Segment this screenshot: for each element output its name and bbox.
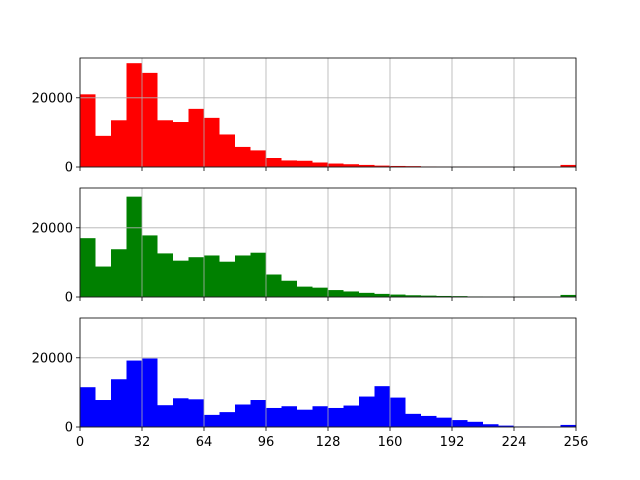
green-channel-bar [405, 295, 421, 297]
green-channel-bar [111, 249, 127, 297]
green-channel-bar [173, 260, 189, 297]
red-channel-bar [80, 94, 96, 167]
blue-channel-bar [390, 397, 406, 427]
red-channel-bar [405, 166, 421, 167]
green-channel-bar [328, 290, 344, 297]
green-channel-bar [312, 287, 328, 297]
blue-channel-bar [328, 407, 344, 427]
red-channel-bar [126, 63, 142, 167]
green-channel-bar [452, 296, 468, 297]
blue-channel-bar [467, 421, 483, 427]
green-channel-bar [281, 280, 297, 297]
y-tick-label: 20000 [32, 351, 73, 366]
red-channel-bar [390, 165, 406, 167]
y-tick-label: 20000 [32, 91, 73, 106]
red-channel-bar [157, 120, 173, 167]
blue-channel-bar [266, 407, 282, 427]
red-channel-bar [95, 135, 111, 167]
green-channel-bar [560, 294, 576, 297]
x-tick-label: 32 [134, 435, 151, 450]
green-channel-bar [343, 291, 359, 297]
red-channel-bar [560, 164, 576, 167]
red-channel-bar [281, 160, 297, 167]
x-tick-label: 224 [502, 435, 527, 450]
green-channel-bar [421, 295, 437, 297]
blue-channel-bar [142, 358, 158, 427]
y-tick-label: 0 [65, 421, 73, 436]
green-channel-bar [359, 292, 375, 297]
green-channel-panel: 0 20000 [32, 187, 577, 306]
green-channel-bar [142, 235, 158, 297]
green-channel-bar [235, 255, 251, 297]
green-channel-bar [204, 255, 220, 297]
green-channel-bar [266, 274, 282, 297]
blue-channel-bar [95, 400, 111, 427]
y-tick-label: 0 [65, 161, 73, 176]
blue-channel-bar [405, 413, 421, 427]
blue-channel-bar [483, 424, 499, 427]
blue-channel-bar [235, 404, 251, 427]
blue-channel-bar [173, 398, 189, 427]
red-channel-bar [142, 72, 158, 167]
blue-channel-bar [204, 414, 220, 427]
blue-channel-bar [111, 379, 127, 427]
red-channel-bar [219, 134, 235, 167]
blue-channel-bar [80, 387, 96, 427]
red-channel-bar [312, 162, 328, 167]
y-tick-label: 20000 [32, 221, 73, 236]
green-channel-bar [95, 266, 111, 297]
x-tick-label: 128 [316, 435, 341, 450]
blue-channel-bar [560, 424, 576, 427]
red-channel-panel: 0 20000 [32, 57, 577, 176]
red-channel-bar [266, 158, 282, 167]
y-tick-label: 0 [65, 291, 73, 306]
red-channel-bar [204, 117, 220, 167]
blue-channel-bar [359, 396, 375, 427]
blue-channel-bar [452, 420, 468, 427]
blue-channel-bar [126, 360, 142, 427]
x-tick-label: 160 [378, 435, 403, 450]
red-channel-bar [343, 164, 359, 167]
blue-channel-bar [219, 412, 235, 427]
x-tick-label: 192 [440, 435, 465, 450]
blue-channel-bar [343, 405, 359, 427]
blue-channel-bar [498, 425, 514, 427]
red-channel-bar [235, 146, 251, 167]
red-channel-bar [328, 163, 344, 167]
red-channel-bar [250, 150, 266, 167]
blue-channel-panel: 0 32 64 96 128 160 192 224 256 0 20000 [32, 317, 589, 450]
red-channel-bar [297, 160, 313, 167]
green-channel-bar [297, 286, 313, 297]
blue-channel-bar [374, 386, 390, 427]
blue-channel-bar [297, 409, 313, 427]
red-channel-bar [188, 108, 204, 167]
x-tick-label: 96 [258, 435, 275, 450]
red-channel-bar [359, 164, 375, 167]
x-tick-label: 256 [564, 435, 589, 450]
green-channel-bar [250, 252, 266, 297]
blue-channel-bar [250, 400, 266, 427]
green-channel-bar [157, 253, 173, 297]
red-channel-bar [173, 122, 189, 167]
green-channel-bar [126, 196, 142, 297]
x-tick-label: 0 [76, 435, 84, 450]
green-channel-bar [188, 257, 204, 297]
green-channel-bar [390, 294, 406, 297]
blue-channel-bar [436, 417, 452, 427]
red-channel-bar [374, 165, 390, 167]
blue-channel-bar [421, 415, 437, 427]
blue-channel-bar [157, 405, 173, 427]
blue-channel-bar [281, 406, 297, 427]
green-channel-bar [436, 295, 452, 297]
blue-channel-bar [188, 399, 204, 427]
blue-channel-bar [312, 406, 328, 427]
green-channel-bar [374, 293, 390, 297]
x-tick-label: 64 [196, 435, 213, 450]
green-channel-bar [219, 261, 235, 297]
red-channel-bar [111, 120, 127, 167]
green-channel-bar [80, 238, 96, 297]
